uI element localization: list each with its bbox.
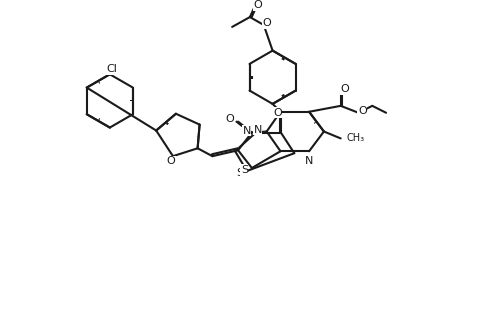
Text: O: O	[262, 18, 271, 28]
Text: O: O	[225, 114, 234, 124]
Text: O: O	[358, 106, 367, 116]
Text: N: N	[305, 156, 313, 166]
Text: S: S	[241, 165, 248, 175]
Text: S: S	[236, 168, 243, 178]
Text: CH₃: CH₃	[347, 133, 365, 143]
Text: O: O	[273, 108, 282, 118]
Text: O: O	[253, 0, 262, 10]
Text: N: N	[243, 125, 251, 136]
Text: N: N	[253, 125, 262, 135]
Text: O: O	[340, 84, 349, 94]
Text: O: O	[167, 156, 175, 166]
Text: Cl: Cl	[106, 64, 117, 74]
